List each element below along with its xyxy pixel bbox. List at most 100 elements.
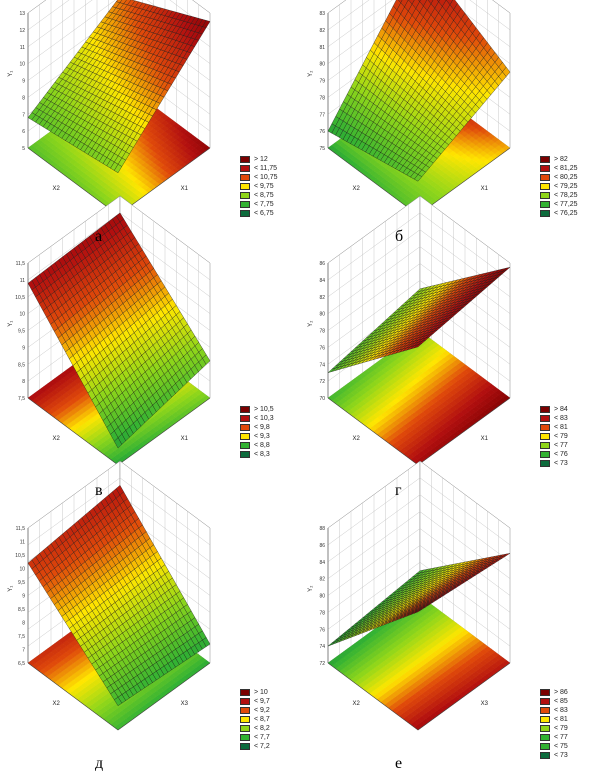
- legend-item: < 7,75: [240, 200, 278, 209]
- z-tick-label: 10: [19, 62, 25, 68]
- legend-swatch: [240, 734, 250, 741]
- legend-label: < 80,25: [554, 174, 578, 181]
- legend-swatch: [540, 406, 550, 413]
- legend-item: > 12: [240, 155, 278, 164]
- legend-item: < 8,8: [240, 441, 274, 450]
- legend-item: < 8,75: [240, 191, 278, 200]
- legend-item: < 8,3: [240, 450, 274, 459]
- legend-label: < 75: [554, 743, 568, 750]
- legend-item: < 10,75: [240, 173, 278, 182]
- legend-item: < 83: [540, 414, 568, 423]
- z-axis-title: Y₁: [8, 586, 14, 592]
- legend-swatch: [240, 156, 250, 163]
- z-tick-label: 10: [19, 312, 25, 318]
- legend-swatch: [240, 716, 250, 723]
- legend-item: < 78,25: [540, 191, 578, 200]
- z-tick-label: 7: [22, 112, 25, 118]
- z-tick-label: 76: [319, 627, 325, 633]
- legend-label: < 7,75: [254, 201, 274, 208]
- legend: > 12 < 11,75 < 10,75 < 9,75 < 8,75 < 7,75 < 6,…: [240, 155, 278, 218]
- x-axis-title: X3: [181, 701, 189, 707]
- legend-swatch: [240, 442, 250, 449]
- legend-label: < 8,75: [254, 192, 274, 199]
- surface-plot-6: 88 86 84 82 80 78 76 74 72 Y₂ X3 X2 > 86 < 85 < 83 < 81…: [300, 460, 600, 760]
- z-tick-label: 7,5: [18, 396, 25, 402]
- legend-item: > 10: [240, 688, 270, 697]
- surface-mesh: [27, 0, 211, 174]
- legend-label: < 8,7: [254, 716, 270, 723]
- z-tick-label: 82: [319, 28, 325, 34]
- z-tick-label: 75: [319, 146, 325, 152]
- z-tick-label: 8,5: [18, 362, 25, 368]
- legend-swatch: [240, 725, 250, 732]
- legend-swatch: [240, 424, 250, 431]
- legend-label: > 82: [554, 156, 568, 163]
- z-tick-label: 7,5: [18, 634, 25, 640]
- surface-plot-4: 86 84 82 80 78 76 74 72 70 Y₂ X1 X2 > 84 < 83 < 81 < 79…: [300, 195, 600, 495]
- z-tick-label: 9: [22, 79, 25, 85]
- y-axis-title: X2: [53, 436, 61, 442]
- z-tick-label: 10,5: [15, 295, 25, 301]
- legend-label: < 8,8: [254, 442, 270, 449]
- legend-label: < 7,2: [254, 743, 270, 750]
- legend-label: < 81,25: [554, 165, 578, 172]
- legend-label: < 6,75: [254, 210, 274, 217]
- z-tick-label: 76: [319, 345, 325, 351]
- surface-mesh: [327, 553, 511, 647]
- z-tick-label: 78: [319, 610, 325, 616]
- surface-plot-svg: 88 86 84 82 80 78 76 74 72 Y₂ X3 X2: [308, 460, 511, 731]
- surface-plot-2: 83 82 81 80 79 78 77 76 75 Y₂ X1 X2 > 82 < 81,25 < 80,…: [300, 0, 600, 245]
- z-tick-label: 72: [319, 661, 325, 667]
- legend-swatch: [540, 165, 550, 172]
- z-axis-title: Y₁: [8, 71, 14, 77]
- z-tick-label: 8: [22, 621, 25, 627]
- z-tick-label: 9: [22, 594, 25, 600]
- y-axis-title: X2: [53, 701, 61, 707]
- panel-caption: а: [95, 228, 103, 245]
- x-axis-title: X3: [481, 701, 489, 707]
- z-tick-label: 6: [22, 129, 25, 135]
- legend-label: < 9,2: [254, 707, 270, 714]
- legend-item: > 10,5: [240, 405, 274, 414]
- z-tick-label: 72: [319, 379, 325, 385]
- panel-caption: б: [395, 228, 404, 245]
- legend-item: < 9,3: [240, 432, 274, 441]
- legend-item: < 77: [540, 733, 568, 742]
- legend: > 86 < 85 < 83 < 81 < 79 < 77 < 75 < 73: [540, 688, 568, 760]
- legend-swatch: [540, 716, 550, 723]
- legend-swatch: [240, 210, 250, 217]
- legend-label: < 9,75: [254, 183, 274, 190]
- z-tick-label: 11: [20, 540, 25, 546]
- z-tick-label: 78: [319, 329, 325, 335]
- x-axis-title: X1: [481, 186, 489, 192]
- legend-label: < 77: [554, 442, 568, 449]
- legend-swatch: [540, 734, 550, 741]
- surface-plot-svg: 11,5 11 10,5 10 9,5 9 8,5 8 7,5 Y₁ X1 X2: [8, 195, 211, 466]
- z-tick-label: 80: [319, 62, 325, 68]
- surface-plot-svg: 83 82 81 80 79 78 77 76 75 Y₂ X1 X2: [308, 0, 511, 216]
- legend-swatch: [540, 442, 550, 449]
- legend-label: < 85: [554, 698, 568, 705]
- legend: > 82 < 81,25 < 80,25 < 79,25 < 78,25 < 77,25 <…: [540, 155, 578, 218]
- surface-plot-svg: 86 84 82 80 78 76 74 72 70 Y₂ X1 X2: [308, 195, 511, 466]
- legend-item: < 79: [540, 724, 568, 733]
- z-axis-title: Y₂: [308, 585, 314, 592]
- z-tick-label: 83: [319, 11, 325, 17]
- z-tick-label: 6,5: [18, 661, 25, 667]
- surface-mesh: [27, 485, 211, 706]
- legend-item: < 85: [540, 697, 568, 706]
- z-tick-label: 80: [319, 312, 325, 318]
- legend-item: < 77,25: [540, 200, 578, 209]
- surface-plot-5: 11,5 11 10,5 10 9,5 9 8,5 8 7,5 7 6,5 Y₁ X3 X2 > 10 < 9…: [0, 460, 300, 760]
- surface-plot-3: 11,5 11 10,5 10 9,5 9 8,5 8 7,5 Y₁ X1 X2 > 10,5 < 10,…: [0, 195, 300, 495]
- legend-label: < 83: [554, 415, 568, 422]
- z-tick-label: 11,5: [16, 526, 26, 532]
- legend-item: < 9,75: [240, 182, 278, 191]
- legend-label: < 8,3: [254, 451, 270, 458]
- z-tick-label: 86: [319, 261, 325, 267]
- legend-swatch: [540, 707, 550, 714]
- legend-label: < 81: [554, 424, 568, 431]
- legend-swatch: [540, 201, 550, 208]
- legend-swatch: [240, 698, 250, 705]
- legend-swatch: [540, 752, 550, 759]
